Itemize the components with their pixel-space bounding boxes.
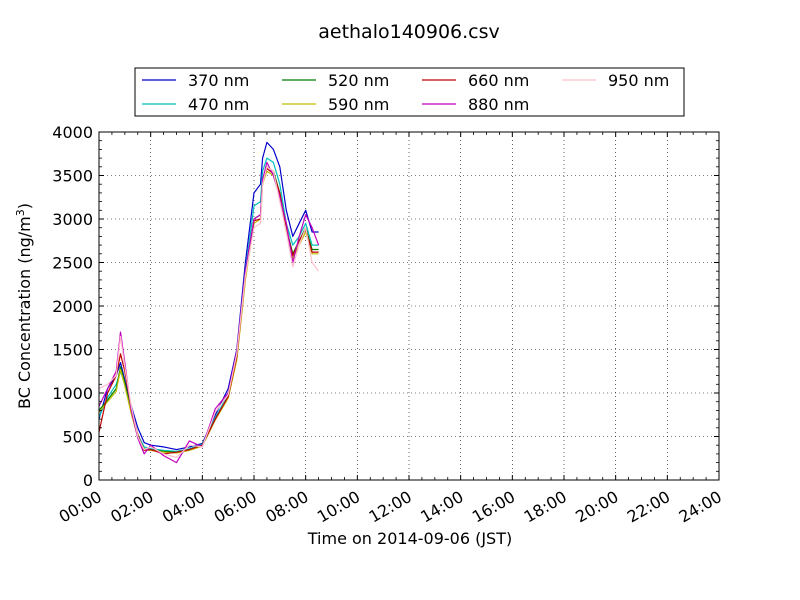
x-tick-label: 22:00 bbox=[624, 487, 673, 527]
legend-label: 470 nm bbox=[188, 95, 249, 114]
y-tick-label: 0 bbox=[83, 471, 93, 490]
x-tick-label: 12:00 bbox=[366, 487, 415, 527]
ticks bbox=[98, 131, 720, 481]
y-tick-labels: 0 500 1000 1500 2000 2500 3000 3500 4000 bbox=[52, 123, 93, 490]
grid bbox=[99, 132, 719, 480]
legend-label: 880 nm bbox=[468, 95, 529, 114]
legend-label: 590 nm bbox=[328, 95, 389, 114]
legend-label: 370 nm bbox=[188, 71, 249, 90]
x-tick-label: 24:00 bbox=[676, 487, 725, 527]
x-tick-label: 06:00 bbox=[211, 487, 260, 527]
y-tick-label: 1500 bbox=[52, 341, 93, 360]
series-line bbox=[98, 166, 320, 458]
legend: 370 nm 470 nm 520 nm 590 nm 660 nm 880 nm 950 … bbox=[134, 67, 685, 117]
x-tick-label: 08:00 bbox=[262, 487, 311, 527]
legend-label: 660 nm bbox=[468, 71, 529, 90]
y-tick-label: 3000 bbox=[52, 210, 93, 229]
y-tick-label: 2500 bbox=[52, 254, 93, 273]
x-tick-label: 16:00 bbox=[469, 487, 518, 527]
y-tick-label: 500 bbox=[62, 428, 93, 447]
x-tick-label: 02:00 bbox=[107, 487, 156, 527]
x-tick-label: 04:00 bbox=[159, 487, 208, 527]
x-tick-labels: 00:00 02:00 04:00 06:00 08:00 10:00 12:00 14:00… bbox=[56, 487, 725, 527]
chart-title: aethalo140906.csv bbox=[318, 21, 500, 43]
x-tick-label: 10:00 bbox=[314, 487, 363, 527]
series-group bbox=[98, 141, 320, 464]
series-line bbox=[98, 141, 319, 451]
y-tick-label: 1000 bbox=[52, 384, 93, 403]
y-tick-label: 2000 bbox=[52, 297, 93, 316]
x-axis-label: Time on 2014-09-06 (JST) bbox=[307, 529, 512, 548]
x-tick-label: 18:00 bbox=[521, 487, 570, 527]
y-tick-label: 3500 bbox=[52, 167, 93, 186]
y-tick-label: 4000 bbox=[52, 123, 93, 142]
legend-label: 950 nm bbox=[608, 71, 669, 90]
x-tick-label: 00:00 bbox=[56, 487, 105, 527]
x-tick-label: 20:00 bbox=[572, 487, 621, 527]
x-tick-label: 14:00 bbox=[417, 487, 466, 527]
legend-box bbox=[134, 67, 685, 117]
legend-label: 520 nm bbox=[328, 71, 389, 90]
y-axis-label: BC Concentration (ng/m3) bbox=[14, 203, 34, 409]
